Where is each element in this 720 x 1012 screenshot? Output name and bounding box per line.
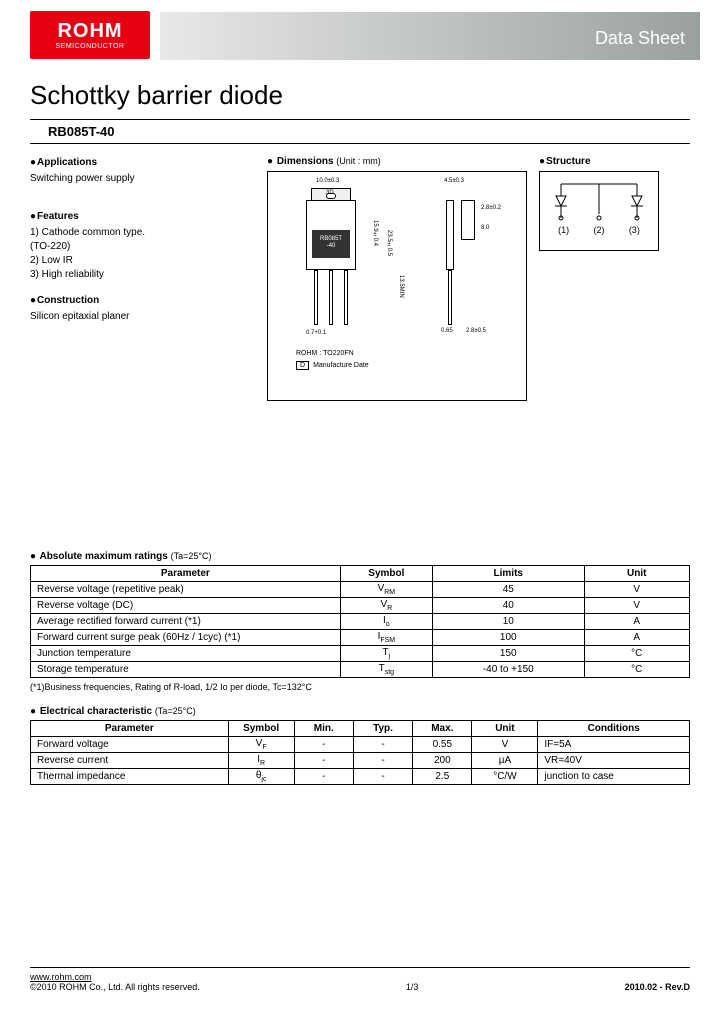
feature-item: 2) Low IR bbox=[30, 254, 255, 268]
rohm-logo: ROHM SEMICONDUCTOR bbox=[30, 11, 150, 59]
specs-text-column: Applications Switching power supply Feat… bbox=[30, 156, 255, 401]
package-side-lead bbox=[448, 270, 452, 325]
table-row: Reverse voltage (DC)VR40V bbox=[31, 598, 690, 614]
structure-heading: Structure bbox=[539, 156, 669, 167]
package-side-view bbox=[446, 200, 454, 270]
table-header: Symbol bbox=[228, 721, 294, 737]
table-row: Average rectified forward current (*1)Io… bbox=[31, 614, 690, 630]
footer-copyright: ©2010 ROHM Co., Ltd. All rights reserved… bbox=[30, 982, 200, 992]
table-row: Thermal impedanceθjc--2.5°C/Wjunction to… bbox=[31, 769, 690, 785]
logo-text: ROHM bbox=[57, 20, 122, 43]
page-title: Schottky barrier diode bbox=[30, 80, 690, 111]
logo-subtext: SEMICONDUCTOR bbox=[56, 43, 125, 50]
package-heatsink bbox=[461, 200, 475, 240]
feature-item: 1) Cathode common type. bbox=[30, 226, 255, 240]
package-marking: RB085T-40 bbox=[312, 230, 350, 258]
construction-heading: Construction bbox=[30, 294, 255, 308]
features-heading: Features bbox=[30, 210, 255, 224]
dimensions-drawing: RB085T-40 10.0±0.3 3D 15.9±0.4 23.5±0.5 … bbox=[267, 171, 527, 401]
ratings-table: Parameter Symbol Limits Unit Reverse vol… bbox=[30, 565, 690, 678]
construction-text: Silicon epitaxial planer bbox=[30, 310, 255, 324]
table-header: Conditions bbox=[538, 721, 690, 737]
table2-title: Electrical characteristic (Ta=25°C) bbox=[30, 706, 690, 717]
table-row: Forward current surge peak (60Hz / 1cyc)… bbox=[31, 630, 690, 646]
table-header: Limits bbox=[432, 566, 584, 582]
diode-symbol-svg bbox=[546, 178, 652, 222]
table-row: Reverse currentIR--200µAVR=40V bbox=[31, 753, 690, 769]
footer-revision: 2010.02 - Rev.D bbox=[625, 982, 690, 992]
package-name: ROHM : TO220FN bbox=[296, 350, 354, 357]
table-header: Parameter bbox=[31, 721, 229, 737]
table-row: Forward voltageVF--0.55VIF=5A bbox=[31, 737, 690, 753]
table-header: Max. bbox=[413, 721, 472, 737]
footer: www.rohm.com ©2010 ROHM Co., Ltd. All ri… bbox=[30, 967, 690, 992]
specs-area: Applications Switching power supply Feat… bbox=[30, 156, 690, 401]
dimensions-column: Dimensions (Unit : mm) RB085T-40 bbox=[267, 156, 527, 401]
banner-label: Data Sheet bbox=[595, 28, 685, 49]
applications-heading: Applications bbox=[30, 156, 255, 170]
table-row: Junction temperatureTj150°C bbox=[31, 646, 690, 662]
feature-item: (TO-220) bbox=[30, 240, 255, 254]
part-number: RB085T-40 bbox=[48, 124, 114, 139]
main-content: Schottky barrier diode RB085T-40 Applica… bbox=[0, 70, 720, 401]
table-header: Min. bbox=[294, 721, 353, 737]
footer-page: 1/3 bbox=[406, 982, 419, 992]
table1-note: (*1)Business frequencies, Rating of R-lo… bbox=[30, 682, 690, 692]
table-header: Symbol bbox=[340, 566, 432, 582]
pin-labels: (1) (2) (3) bbox=[546, 225, 652, 235]
footer-url: www.rohm.com bbox=[30, 972, 92, 982]
table-row: Reverse voltage (repetitive peak)VRM45V bbox=[31, 582, 690, 598]
structure-column: Structure (1) bbox=[539, 156, 669, 401]
table-header: Unit bbox=[472, 721, 538, 737]
feature-item: 3) High reliability bbox=[30, 268, 255, 282]
applications-text: Switching power supply bbox=[30, 172, 255, 186]
table-header: Typ. bbox=[353, 721, 412, 737]
table-header: Unit bbox=[584, 566, 689, 582]
package-lead bbox=[329, 270, 333, 325]
structure-diagram: (1) (2) (3) bbox=[539, 171, 659, 251]
table-row: Storage temperatureTstg-40 to +150°C bbox=[31, 662, 690, 678]
electrical-table: Parameter Symbol Min. Typ. Max. Unit Con… bbox=[30, 720, 690, 785]
package-lead bbox=[344, 270, 348, 325]
package-lead bbox=[314, 270, 318, 325]
header: ROHM SEMICONDUCTOR Data Sheet bbox=[0, 0, 720, 70]
footer-left: www.rohm.com ©2010 ROHM Co., Ltd. All ri… bbox=[30, 972, 200, 992]
package-note: DManufacture Date bbox=[296, 362, 369, 369]
part-number-row: RB085T-40 bbox=[30, 119, 690, 144]
table-header: Parameter bbox=[31, 566, 341, 582]
dimensions-heading: Dimensions (Unit : mm) bbox=[267, 156, 527, 167]
tables-area: Absolute maximum ratings (Ta=25°C) Param… bbox=[0, 551, 720, 785]
table1-title: Absolute maximum ratings (Ta=25°C) bbox=[30, 551, 690, 562]
